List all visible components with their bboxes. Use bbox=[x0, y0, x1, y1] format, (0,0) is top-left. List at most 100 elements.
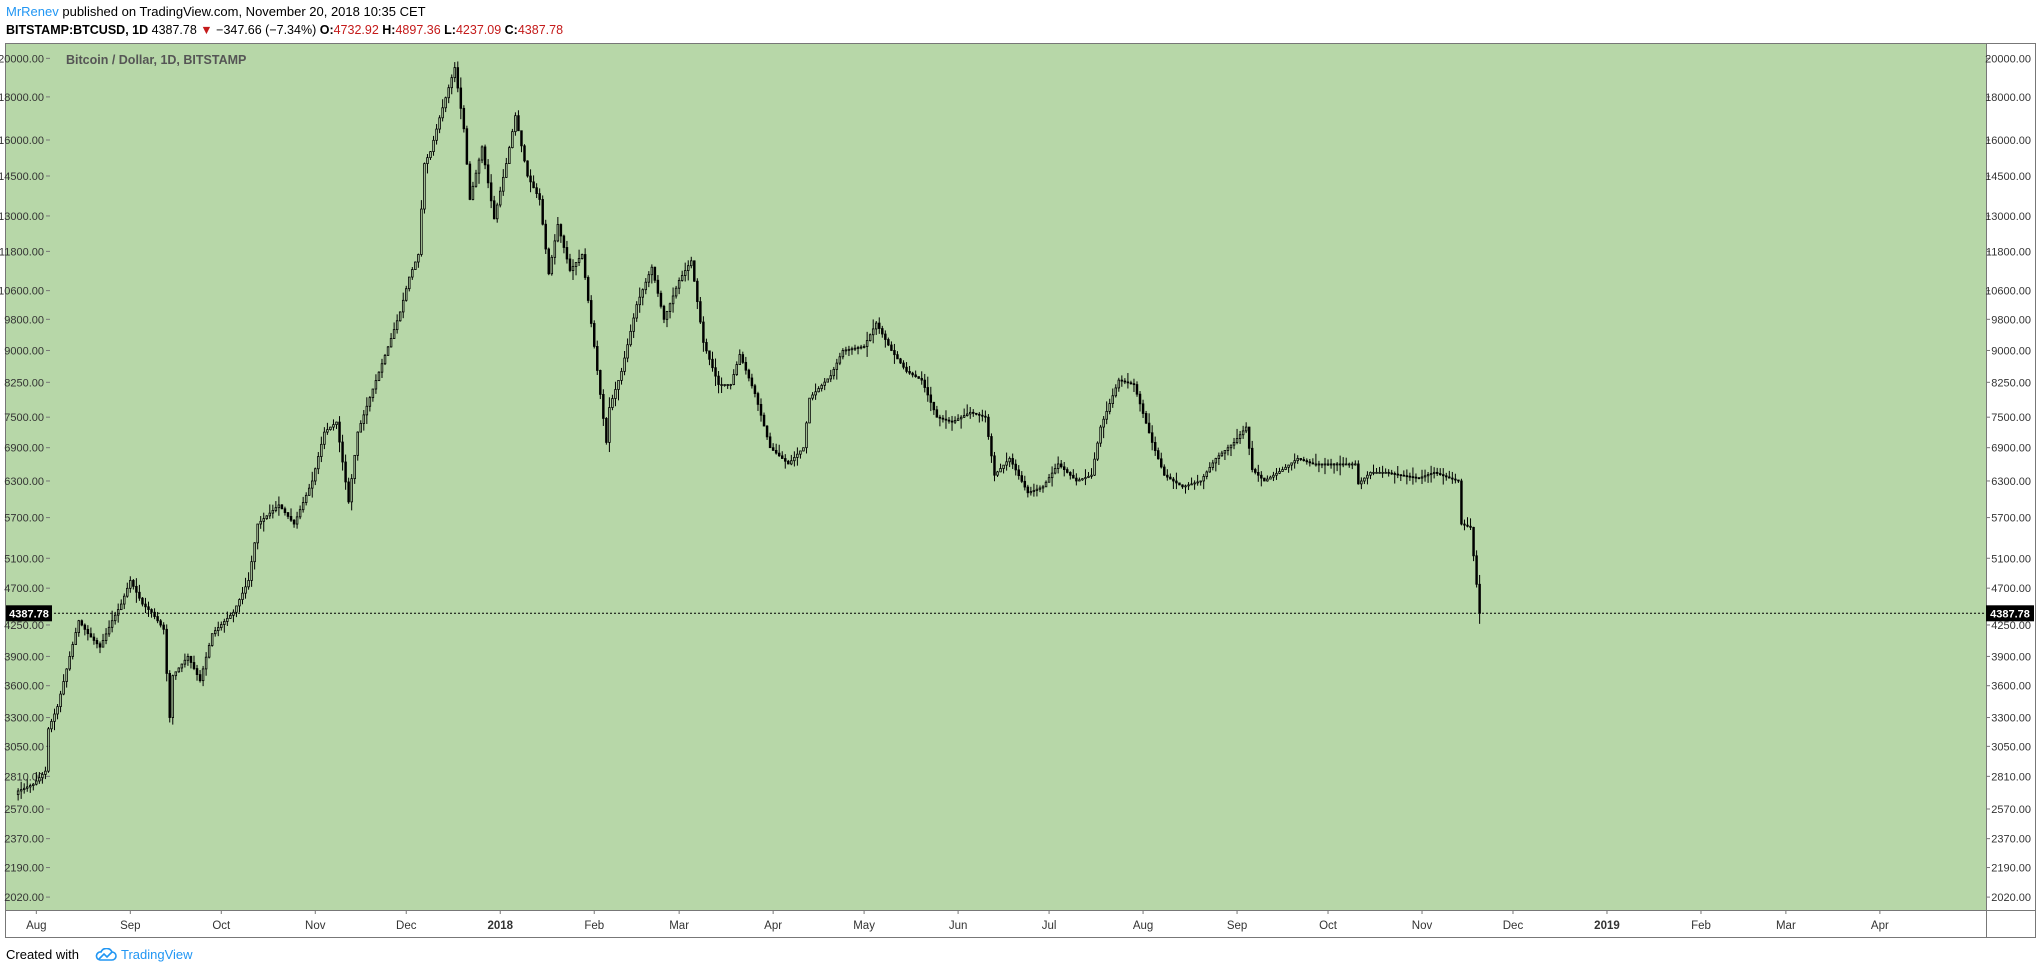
candle-body bbox=[984, 415, 987, 418]
candle-body bbox=[238, 599, 241, 607]
candle-body bbox=[386, 346, 390, 356]
chart-title: Bitcoin / Dollar, 1D, BITSTAMP bbox=[66, 53, 246, 67]
candle-body bbox=[1472, 526, 1475, 557]
candle-body bbox=[438, 117, 441, 130]
candle-body bbox=[1420, 476, 1424, 479]
candle-body bbox=[286, 512, 290, 517]
candle-body bbox=[605, 418, 608, 443]
candle-body bbox=[22, 787, 26, 791]
candle-body bbox=[289, 516, 293, 521]
time-axis[interactable]: Aug Sep Oct Nov Dec 2018 Feb Mar Apr May Jun Jul Aug… bbox=[26, 910, 1889, 932]
candle-body bbox=[1020, 475, 1024, 482]
candle-body bbox=[32, 783, 35, 786]
author-link[interactable]: MrRenev bbox=[6, 4, 59, 19]
candle-body bbox=[405, 288, 408, 301]
candle-body bbox=[92, 636, 96, 641]
right-price-axis[interactable]: 2020.00 2190.00 2370.00 2570.00 2810.00 3050.… bbox=[1985, 53, 2031, 904]
candle-body bbox=[696, 280, 699, 303]
candle-body bbox=[1217, 455, 1221, 459]
x-tick-label: Jul bbox=[1042, 920, 1057, 932]
candle-body bbox=[41, 774, 44, 779]
candle-body bbox=[599, 370, 602, 395]
candle-body bbox=[232, 611, 235, 616]
candle-body bbox=[711, 358, 714, 369]
candle-body bbox=[1093, 458, 1096, 476]
y-tick-label: 16000.00 bbox=[0, 135, 44, 147]
candle-body bbox=[729, 384, 732, 386]
candle-body bbox=[1314, 463, 1318, 466]
candle-body bbox=[814, 391, 817, 396]
candle-body bbox=[253, 542, 256, 563]
candle-body bbox=[1405, 475, 1409, 478]
plot-background[interactable] bbox=[6, 44, 1986, 910]
candle-body bbox=[1229, 444, 1233, 449]
candle-body bbox=[1241, 430, 1245, 436]
candle-body bbox=[1138, 393, 1142, 405]
candle-body bbox=[665, 311, 669, 320]
candle-body bbox=[1442, 474, 1445, 477]
x-tick-label: 2019 bbox=[1594, 920, 1620, 932]
candle-body bbox=[602, 394, 605, 419]
candle-body bbox=[456, 67, 460, 89]
candle-body bbox=[1132, 383, 1136, 386]
candle-body bbox=[1114, 387, 1118, 397]
candle-body bbox=[1454, 478, 1457, 481]
candle-body bbox=[902, 362, 905, 368]
candle-body bbox=[932, 401, 936, 411]
candle-body bbox=[583, 254, 587, 278]
candle-body bbox=[317, 456, 320, 470]
candle-body bbox=[732, 374, 735, 385]
low-value: 4237.09 bbox=[455, 23, 502, 37]
candle-body bbox=[304, 494, 308, 503]
candle-body bbox=[420, 208, 423, 255]
candle-body bbox=[738, 354, 742, 365]
candle-body bbox=[690, 260, 693, 267]
tradingview-link[interactable]: TradingView bbox=[95, 947, 193, 962]
candle-body bbox=[808, 397, 811, 424]
y-tick-label: 20000.00 bbox=[0, 53, 44, 65]
candle-body bbox=[1302, 459, 1305, 462]
candle-body bbox=[171, 675, 175, 718]
candle-body bbox=[323, 431, 326, 445]
candle-body bbox=[1269, 476, 1272, 480]
candle-body bbox=[874, 322, 878, 330]
candle-body bbox=[320, 443, 323, 457]
candle-body bbox=[514, 115, 517, 133]
candle-body bbox=[192, 662, 196, 669]
open-label: O: bbox=[319, 23, 334, 37]
price-change: −347.66 (−7.34%) bbox=[216, 23, 317, 37]
candle-body bbox=[511, 131, 514, 149]
candle-body bbox=[744, 361, 748, 371]
candle-body bbox=[1026, 486, 1030, 494]
candle-body bbox=[1187, 484, 1190, 487]
candle-body bbox=[805, 422, 808, 449]
candle-body bbox=[183, 659, 187, 665]
candle-body bbox=[1111, 395, 1114, 404]
candle-body bbox=[217, 627, 220, 632]
candle-body bbox=[674, 287, 678, 297]
candle-body bbox=[871, 328, 875, 336]
candle-body bbox=[1056, 463, 1060, 469]
y-tick-label: 5100.00 bbox=[1991, 553, 2031, 565]
candle-body bbox=[750, 377, 754, 387]
y-tick-label: 2370.00 bbox=[4, 834, 44, 846]
candle-body bbox=[987, 416, 990, 437]
candle-body bbox=[617, 380, 620, 390]
candle-body bbox=[544, 223, 547, 250]
candle-body bbox=[1478, 583, 1481, 614]
candle-body bbox=[1199, 480, 1202, 483]
candle-body bbox=[608, 407, 611, 443]
candle-body bbox=[213, 630, 217, 635]
y-tick-label: 6300.00 bbox=[4, 476, 44, 488]
candle-body bbox=[532, 181, 535, 189]
candle-body bbox=[1072, 474, 1075, 479]
candle-body bbox=[614, 389, 617, 399]
candle-body bbox=[119, 603, 123, 611]
candle-body bbox=[19, 789, 23, 792]
candle-body bbox=[935, 409, 939, 418]
candle-body bbox=[162, 624, 165, 630]
candle-body bbox=[56, 706, 59, 715]
candle-body bbox=[150, 609, 153, 613]
y-tick-label: 2810.00 bbox=[4, 771, 44, 783]
